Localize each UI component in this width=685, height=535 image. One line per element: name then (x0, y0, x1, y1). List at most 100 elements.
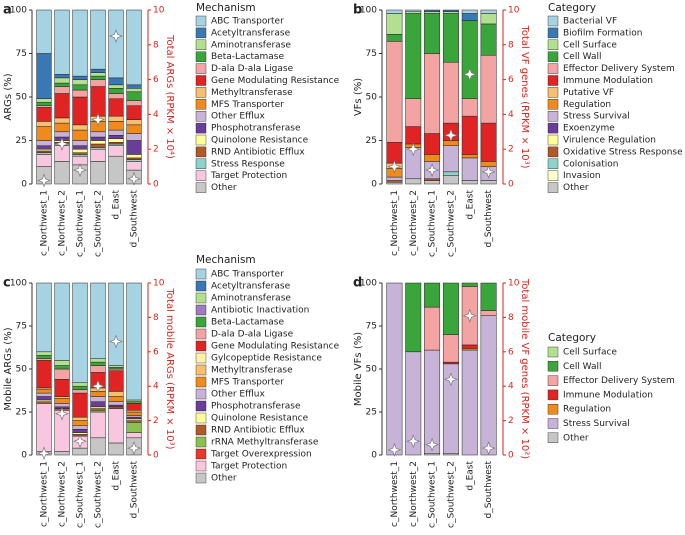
bar-segment (54, 82, 70, 87)
bar-segment (108, 396, 124, 402)
legend-label: Oxidative Stress Response (563, 147, 683, 157)
bar-segment (36, 387, 52, 390)
bar-segment (72, 140, 88, 146)
legend-label: Stress Response (211, 159, 285, 169)
bar-segment (405, 98, 422, 127)
x-tick-label: d_Southwest (484, 190, 494, 248)
legend-label: Cell Wall (563, 52, 602, 62)
bar-segment (72, 282, 88, 384)
bar-segment (461, 9, 478, 14)
bar-segment (442, 145, 459, 173)
y-axis-title: Mobile ARGs (%) (3, 327, 14, 410)
legend-label: Methyltransferase (211, 88, 293, 98)
bar-segment (126, 432, 142, 439)
legend-title: Category (548, 2, 596, 14)
bar-segment (108, 145, 124, 157)
legend-swatch (195, 268, 207, 280)
bar-segment (54, 122, 70, 133)
x-tick-label: c_Southwest_1 (428, 461, 438, 528)
legend-swatch (547, 346, 559, 358)
bar-segment (36, 360, 52, 389)
legend-swatch (195, 472, 207, 484)
bar-segment (405, 178, 422, 185)
y2-axis-title: Total mobile VF genes (RPKM × 10²) (519, 278, 530, 459)
bar-segment (386, 282, 403, 456)
legend-swatch (195, 134, 207, 146)
bar-segment (90, 72, 106, 77)
total-star (72, 163, 88, 178)
legend-title: Mechanism (196, 2, 256, 14)
total-star (36, 446, 52, 461)
legend-swatch (195, 400, 207, 412)
total-star (72, 434, 88, 449)
legend-label: Effector Delivery System (563, 64, 675, 74)
bar-segment (108, 404, 124, 408)
bar-segment (424, 180, 441, 185)
legend-label: Target Protection (210, 462, 287, 472)
panel-label: c (3, 276, 11, 291)
bar-segment (36, 107, 52, 122)
bar-segment (442, 11, 459, 14)
y-tick-label: 50 (16, 365, 28, 375)
bar-segment (90, 79, 106, 87)
legend-label: MFS Transporter (211, 100, 284, 110)
bar-segment (461, 282, 478, 287)
bar-segment (72, 385, 88, 390)
bar-segment (386, 180, 403, 183)
legend-swatch (195, 412, 207, 424)
bar-segment (126, 9, 142, 86)
bar-segment (90, 365, 106, 373)
bar-segment (54, 77, 70, 84)
legend-swatch (547, 63, 559, 74)
bar-segment (480, 13, 497, 25)
total-star (108, 334, 124, 349)
legend-swatch (547, 170, 559, 181)
bar-segment (126, 157, 142, 160)
bar-segment (54, 86, 70, 94)
bar-segment (126, 105, 142, 120)
legend-swatch (547, 75, 559, 86)
bar-segment (108, 98, 124, 117)
legend-swatch (547, 375, 559, 386)
bar-segment (386, 9, 403, 14)
bar-segment (90, 406, 106, 409)
x-tick-label: c_Southwest_2 (446, 461, 456, 528)
y2-tick-label: 10 (153, 6, 165, 16)
legend-swatch (195, 15, 207, 27)
bar-segment (442, 334, 459, 363)
bar-segment (72, 389, 88, 394)
legend-label: Target Protection (210, 171, 287, 181)
x-tick-label: c_Northwest_2 (58, 190, 68, 256)
bar-segment (72, 152, 88, 155)
bar-segment (90, 9, 106, 70)
bar-segment (72, 79, 88, 86)
total-star (406, 142, 421, 157)
legend-label: Immune Modulation (563, 390, 653, 400)
y2-tick-label: 0 (153, 180, 159, 190)
total-star (406, 434, 421, 449)
bar-segment (108, 406, 124, 409)
legend-label: Stress Survival (563, 112, 630, 122)
legend-swatch (547, 182, 559, 193)
x-tick-label: d_East (465, 461, 475, 491)
bar-segment (108, 88, 124, 94)
bar-segment (36, 399, 52, 402)
legend-label: Bacterial VF (563, 17, 617, 27)
x-tick-label: c_Northwest_2 (409, 190, 419, 256)
bar-segment (54, 396, 70, 399)
legend-swatch (195, 304, 207, 316)
y2-tick-label: 6 (508, 75, 514, 85)
bar-segment (54, 379, 70, 397)
legend-swatch (195, 75, 207, 86)
legend-title: Mechanism (196, 254, 256, 266)
legend-swatch (195, 448, 207, 460)
x-tick-label: d_East (112, 190, 122, 220)
x-tick-label: d_Southwest (130, 461, 140, 519)
y2-tick-label: 8 (153, 313, 159, 323)
bar-segment (90, 358, 106, 363)
y-axis-title: VFs (%) (353, 78, 364, 116)
legend-label: MFS Transporter (211, 378, 284, 388)
legend-label: Immune Modulation (563, 76, 653, 86)
legend-swatch (195, 87, 207, 98)
bar-segment (36, 148, 52, 152)
